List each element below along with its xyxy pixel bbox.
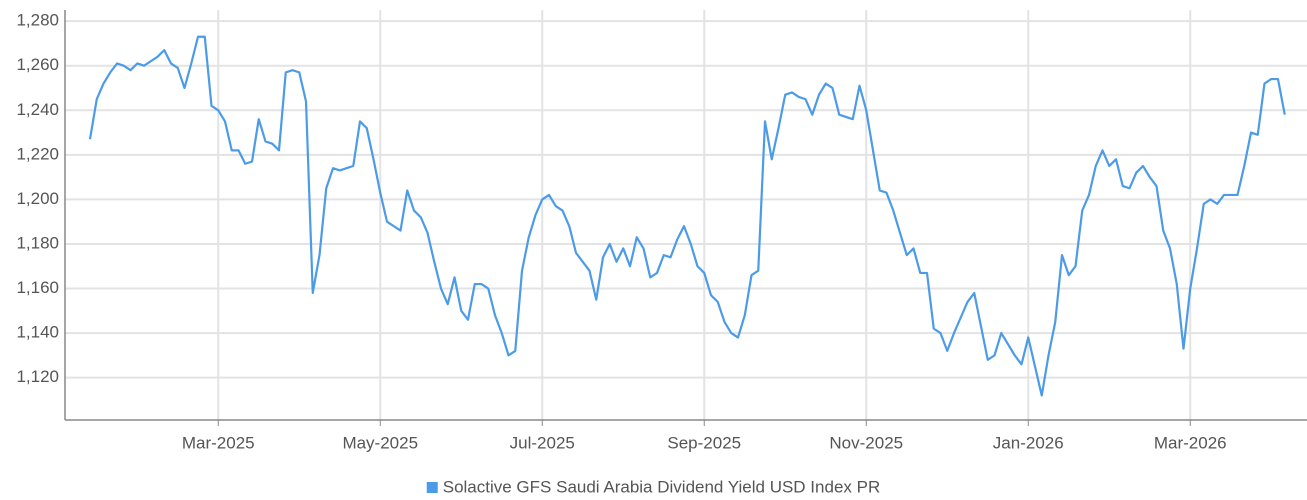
y-tick-label: 1,280 <box>16 11 59 30</box>
x-tick-label: Mar-2026 <box>1154 433 1227 452</box>
y-tick-label: 1,160 <box>16 278 59 297</box>
y-tick-label: 1,180 <box>16 233 59 252</box>
x-tick-label: Mar-2025 <box>182 433 255 452</box>
y-tick-label: 1,200 <box>16 189 59 208</box>
legend-swatch <box>426 482 438 493</box>
x-tick-label: Jan-2026 <box>993 433 1064 452</box>
line-series <box>88 35 1286 397</box>
legend-label: Solactive GFS Saudi Arabia Dividend Yiel… <box>443 477 881 496</box>
y-tick-label: 1,140 <box>16 323 59 342</box>
y-tick-label: 1,240 <box>16 100 59 119</box>
x-tick-label: Sep-2025 <box>667 433 741 452</box>
x-tick-label: May-2025 <box>342 433 418 452</box>
y-tick-label: 1,260 <box>16 55 59 74</box>
y-tick-label: 1,120 <box>16 367 59 386</box>
x-tick-label: Jul-2025 <box>510 433 575 452</box>
y-tick-label: 1,220 <box>16 144 59 163</box>
x-tick-label: Nov-2025 <box>829 433 903 452</box>
